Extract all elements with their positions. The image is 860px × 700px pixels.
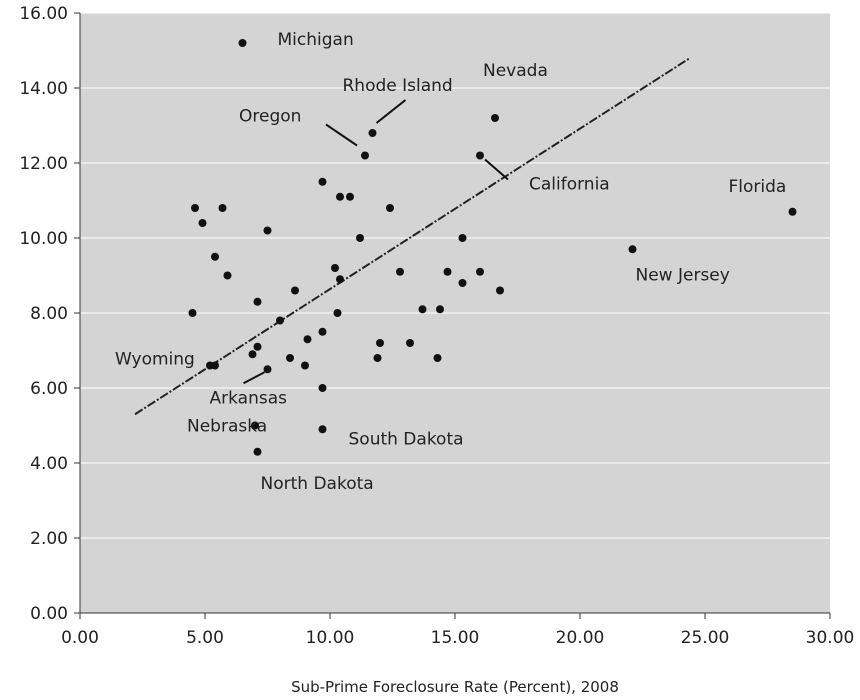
data-point — [223, 271, 232, 280]
point-label-oregon: Oregon — [239, 107, 301, 127]
data-point — [418, 305, 427, 314]
data-point — [356, 234, 364, 242]
leader-line-arkansas — [243, 371, 265, 385]
x-tick-label: 10.00 — [306, 628, 355, 648]
point-label-florida: Florida — [729, 177, 787, 197]
x-tick-label: 30.00 — [806, 628, 855, 648]
data-point — [433, 354, 442, 362]
y-tick-label: 4.00 — [30, 454, 68, 474]
data-point — [491, 114, 499, 122]
data-point — [253, 342, 262, 351]
data-point — [476, 267, 484, 276]
data-point — [333, 309, 342, 317]
data-point — [211, 252, 219, 261]
data-point — [218, 204, 227, 212]
data-point — [436, 305, 444, 314]
data-point — [331, 264, 339, 272]
data-point — [458, 234, 467, 242]
data-point — [286, 354, 294, 362]
gridlines — [80, 12, 830, 539]
data-point — [788, 207, 797, 216]
data-point — [291, 286, 299, 295]
data-point — [376, 339, 384, 347]
point-label-nebraska: Nebraska — [187, 417, 267, 437]
y-tick-label: 0.00 — [30, 604, 68, 624]
data-point — [263, 365, 272, 374]
x-axis-title: Sub-Prime Foreclosure Rate (Percent), 20… — [291, 678, 619, 696]
y-tick-label: 8.00 — [30, 304, 68, 324]
x-tick-label: 0.00 — [61, 628, 99, 648]
data-point — [361, 151, 369, 160]
data-point — [368, 129, 377, 137]
data-point — [276, 316, 284, 325]
data-point — [238, 39, 247, 47]
data-point — [253, 447, 262, 456]
point-label-wyoming: Wyoming — [115, 350, 195, 370]
data-point — [253, 297, 262, 306]
data-point — [198, 219, 207, 227]
data-point — [188, 309, 197, 317]
data-point — [318, 177, 327, 186]
point-label-new-jersey: New Jersey — [636, 265, 730, 285]
y-tick-label: 14.00 — [19, 79, 68, 99]
data-point — [263, 226, 272, 235]
data-point — [251, 421, 259, 430]
point-label-michigan: Michigan — [278, 30, 354, 50]
trendline-path — [134, 57, 691, 416]
data-points — [188, 39, 797, 456]
data-point — [628, 245, 637, 254]
point-label-rhode-island: Rhode Island — [343, 76, 453, 96]
data-point — [336, 192, 344, 201]
data-point — [406, 339, 414, 347]
data-point — [318, 327, 327, 336]
label-leader-lines — [243, 99, 509, 385]
data-point — [211, 361, 219, 370]
data-point — [301, 361, 309, 370]
x-tick-label: 25.00 — [681, 628, 730, 648]
data-point — [303, 335, 312, 344]
data-point — [346, 192, 354, 201]
point-labels: Michigan Rhode Island Nevada Oregon Californ… — [115, 30, 786, 494]
point-label-south-dakota: South Dakota — [349, 429, 464, 449]
data-point — [191, 204, 199, 212]
data-point — [396, 267, 404, 276]
x-tick-label: 20.00 — [556, 628, 605, 648]
y-tick-label: 2.00 — [30, 529, 68, 549]
leader-line-rhode-island — [375, 99, 407, 124]
data-point — [496, 286, 504, 295]
y-tick-label: 16.00 — [19, 4, 68, 24]
data-point — [318, 425, 327, 434]
y-tick-label: 10.00 — [19, 229, 68, 249]
data-point — [458, 279, 467, 287]
data-point — [373, 354, 382, 362]
x-axis-ticks: 0.00 5.00 10.00 15.00 20.00 25.00 30.00 — [61, 613, 854, 648]
data-point — [318, 384, 327, 392]
trendline — [134, 57, 691, 416]
data-point — [336, 275, 344, 284]
y-axis-ticks: 0.00 2.00 4.00 6.00 8.00 10.00 12.00 14.00 16.00 — [19, 4, 80, 624]
data-point — [476, 151, 484, 160]
data-point — [248, 350, 257, 359]
point-label-nevada: Nevada — [483, 61, 548, 81]
point-label-north-dakota: North Dakota — [261, 474, 374, 494]
x-tick-label: 5.00 — [186, 628, 224, 648]
leader-line-oregon — [325, 123, 358, 147]
data-point — [386, 204, 394, 212]
point-label-arkansas: Arkansas — [210, 388, 288, 408]
leader-line-california — [484, 158, 509, 181]
y-tick-label: 12.00 — [19, 154, 68, 174]
x-tick-label: 15.00 — [431, 628, 480, 648]
data-point — [443, 267, 452, 276]
y-tick-label: 6.00 — [30, 379, 68, 399]
point-label-california: California — [529, 175, 610, 195]
